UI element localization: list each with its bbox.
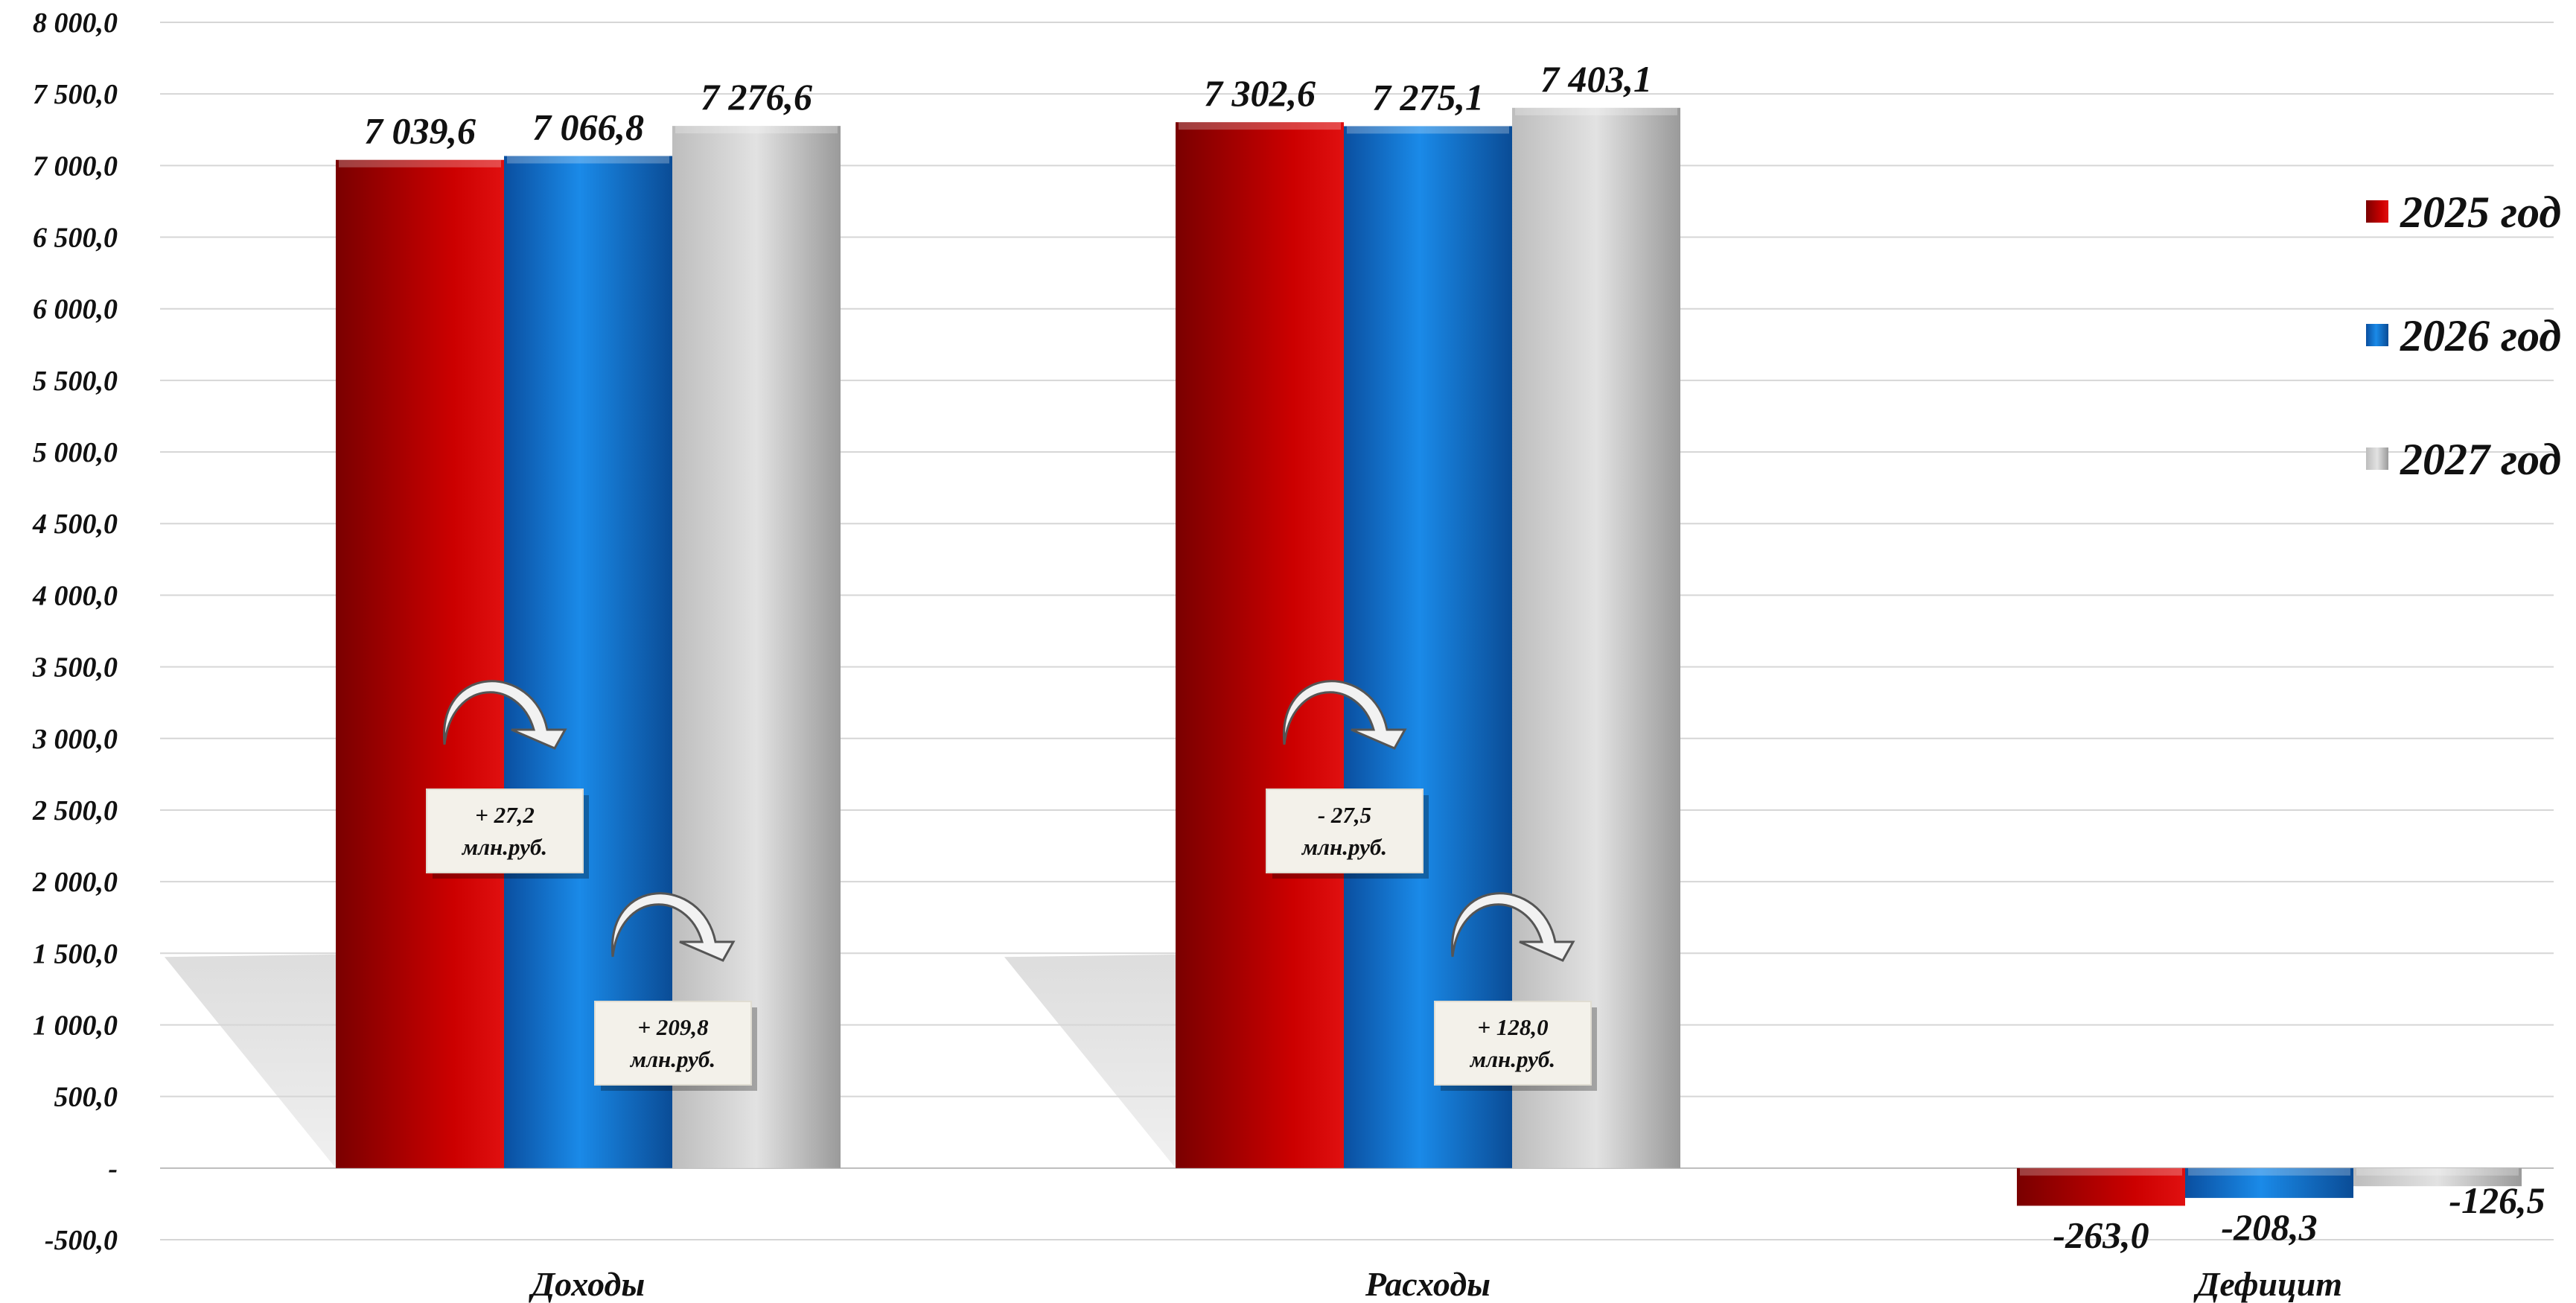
- y-tick-label: 2 000,0: [32, 867, 118, 898]
- callout-box: [1266, 789, 1424, 873]
- legend-swatch: [2366, 200, 2388, 223]
- y-tick-label: 500,0: [54, 1082, 118, 1113]
- y-tick-label: 6 000,0: [33, 294, 118, 325]
- curved-arrow-icon: [443, 680, 567, 750]
- callout-unit: млн.руб.: [1469, 1046, 1555, 1072]
- legend: 2025 год 2026 год 2027 год: [2366, 188, 2561, 484]
- callout-box: [1434, 1001, 1592, 1086]
- callout-value: - 27,5: [1318, 802, 1371, 828]
- data-label: -263,0: [2053, 1214, 2149, 1255]
- y-tick-label: 4 500,0: [32, 509, 118, 540]
- bar: [2353, 1167, 2522, 1187]
- bar-bevel: [675, 126, 838, 134]
- y-tick-label: -: [108, 1153, 118, 1185]
- y-tick-label: 5 500,0: [33, 366, 118, 397]
- y-tick-label: 6 500,0: [33, 223, 118, 254]
- callout-value: + 209,8: [637, 1014, 709, 1040]
- bars: [336, 107, 2522, 1206]
- legend-swatch: [2366, 324, 2388, 346]
- data-label: 7 403,1: [1540, 58, 1652, 100]
- x-axis: Доходы Расходы Дефицит: [529, 1265, 2342, 1303]
- data-label: -126,5: [2449, 1179, 2545, 1221]
- callout-value: + 128,0: [1477, 1014, 1548, 1040]
- legend-swatch: [2366, 447, 2388, 470]
- y-tick-label: 2 500,0: [32, 795, 118, 826]
- data-label: 7 275,1: [1372, 76, 1484, 118]
- y-tick-label: 5 000,0: [33, 437, 118, 468]
- y-tick-label: 1 500,0: [33, 938, 118, 969]
- bar: [504, 156, 672, 1168]
- y-tick-label: 7 500,0: [33, 79, 118, 110]
- data-label: -208,3: [2221, 1206, 2317, 1248]
- callout-unit: млн.руб.: [461, 834, 547, 860]
- curved-arrow-icon: [611, 892, 736, 962]
- callout-unit: млн.руб.: [629, 1046, 715, 1072]
- bar-bevel: [507, 156, 669, 164]
- data-label: 7 302,6: [1204, 72, 1316, 114]
- bar-bevel: [2188, 1167, 2350, 1176]
- data-label: 7 276,6: [701, 76, 812, 118]
- legend-label: 2027 год: [2400, 435, 2561, 484]
- bar: [672, 126, 841, 1168]
- legend-label: 2026 год: [2400, 311, 2561, 360]
- y-tick-label: 7 000,0: [33, 150, 118, 182]
- y-tick-label: 4 000,0: [32, 580, 118, 611]
- bar-bevel: [339, 159, 501, 168]
- legend-label: 2025 год: [2400, 188, 2561, 237]
- y-tick-label: 8 000,0: [33, 7, 118, 39]
- y-axis: 8 000,0 7 500,0 7 000,0 6 500,0 6 000,0 5 500…: [32, 7, 118, 1256]
- callout-unit: млн.руб.: [1301, 834, 1387, 860]
- bar: [336, 159, 504, 1168]
- bar-bevel: [2356, 1167, 2519, 1176]
- bar: [2017, 1167, 2185, 1206]
- data-label: 7 039,6: [364, 110, 476, 152]
- bar-bevel: [2020, 1167, 2182, 1176]
- data-labels: 7 039,6 7 066,8 7 276,6 7 302,6 7 275,1 7 403…: [364, 58, 2545, 1256]
- callout-box: [426, 789, 584, 873]
- data-label: 7 066,8: [532, 106, 644, 148]
- curved-arrow-icon: [1451, 892, 1575, 962]
- category-label: Дефицит: [2193, 1265, 2342, 1303]
- bar: [1512, 107, 1680, 1168]
- y-tick-label: 3 000,0: [32, 724, 118, 755]
- callout-value: + 27,2: [475, 802, 535, 828]
- change-annotations: + 27,2 млн.руб. + 209,8 млн.руб. - 27,5 млн.р…: [426, 680, 1597, 1091]
- y-tick-label: 3 500,0: [32, 652, 118, 684]
- y-tick-label: 1 000,0: [33, 1010, 118, 1041]
- bar: [1344, 126, 1512, 1168]
- bar: [2185, 1167, 2353, 1198]
- category-label: Расходы: [1365, 1265, 1491, 1303]
- bar-bevel: [1179, 122, 1341, 130]
- category-label: Доходы: [529, 1265, 645, 1303]
- callout-box: [594, 1001, 752, 1086]
- bar-bevel: [1515, 107, 1677, 115]
- curved-arrow-icon: [1283, 680, 1407, 750]
- bar-bevel: [1347, 126, 1509, 134]
- bar: [1176, 122, 1344, 1168]
- y-tick-label: -500,0: [45, 1225, 118, 1256]
